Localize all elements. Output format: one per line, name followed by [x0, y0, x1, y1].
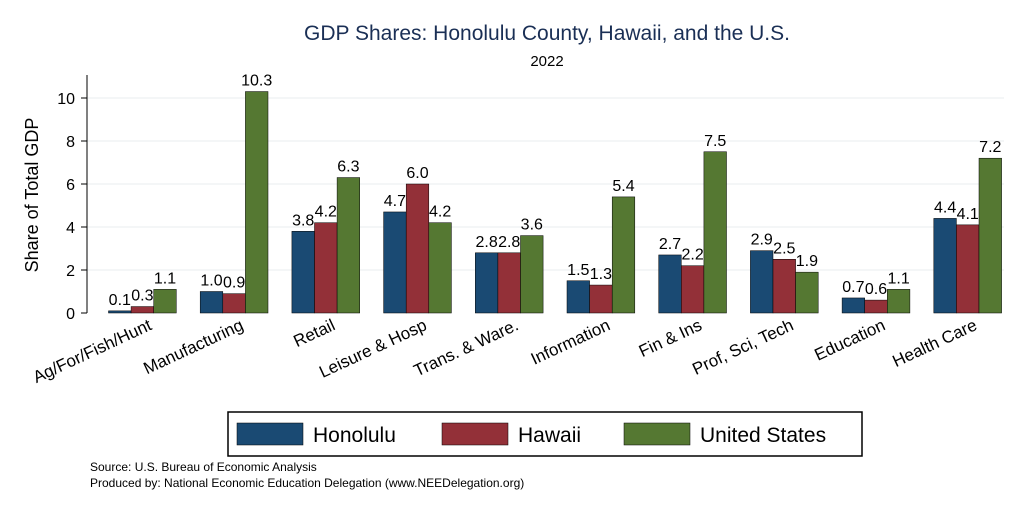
- y-tick-label: 8: [66, 134, 75, 151]
- source-note: Source: U.S. Bureau of Economic Analysis: [90, 460, 317, 474]
- bar-united-states-2: [336, 177, 360, 314]
- y-tick-label: 2: [66, 263, 75, 280]
- bar-hawaii-5: [589, 284, 613, 314]
- legend-label: Hawaii: [518, 424, 581, 447]
- bar-hawaii-2: [314, 222, 338, 314]
- bar-hawaii-1: [222, 293, 246, 314]
- data-label: 1.0: [200, 273, 222, 290]
- bar-honolulu-8: [841, 297, 865, 314]
- y-tick-label: 10: [57, 91, 75, 108]
- chart-subtitle: 2022: [530, 53, 563, 70]
- data-label: 4.1: [957, 206, 979, 223]
- data-label: 10.3: [241, 73, 272, 90]
- y-axis-label: Share of Total GDP: [22, 118, 42, 273]
- legend-swatch: [623, 422, 691, 446]
- y-tick-label: 6: [66, 177, 75, 194]
- bar-hawaii-4: [497, 252, 521, 314]
- bar-united-states-8: [887, 289, 911, 314]
- legend-box: [227, 411, 863, 457]
- data-label: 4.2: [429, 204, 451, 221]
- data-label: 1.1: [154, 270, 176, 287]
- legend-swatch: [236, 422, 304, 446]
- bar-honolulu-7: [750, 250, 774, 314]
- data-label: 2.5: [773, 240, 795, 257]
- bar-united-states-6: [703, 151, 727, 314]
- bar-honolulu-3: [383, 211, 407, 314]
- legend: Honolulu Hawaii United States: [227, 411, 863, 457]
- bar-united-states-4: [520, 235, 544, 314]
- data-label: 2.2: [681, 247, 703, 264]
- bar-honolulu-5: [566, 280, 590, 314]
- data-label: 7.2: [979, 139, 1001, 156]
- bar-honolulu-4: [475, 252, 499, 314]
- bar-hawaii-3: [405, 183, 430, 314]
- data-label: 2.7: [659, 236, 681, 253]
- bar-honolulu-9: [933, 218, 957, 314]
- produced-by-note: Produced by: National Economic Education…: [90, 476, 524, 490]
- bar-united-states-5: [611, 196, 636, 314]
- data-label: 1.5: [567, 262, 589, 279]
- data-label: 7.5: [704, 133, 726, 150]
- bar-united-states-7: [795, 271, 819, 314]
- data-label: 2.9: [751, 232, 773, 249]
- bar-united-states-1: [245, 91, 269, 314]
- data-label: 4.4: [934, 199, 956, 216]
- data-label: 5.4: [612, 178, 634, 195]
- data-label: 6.0: [406, 165, 428, 182]
- y-tick-label: 4: [66, 220, 75, 237]
- data-label: 3.8: [292, 212, 314, 229]
- bar-united-states-3: [428, 222, 452, 314]
- data-label: 3.6: [521, 217, 543, 234]
- data-label: 0.3: [131, 288, 153, 305]
- bars: 0.1 0.31.1 1.0 0.910.33.84.26.34.76.04.22.8…: [108, 73, 1002, 314]
- data-label: 4.2: [315, 204, 337, 221]
- data-label: 2.8: [475, 234, 497, 251]
- legend-label: United States: [700, 424, 826, 447]
- bar-united-states-9: [978, 157, 1002, 314]
- bar-hawaii-7: [772, 259, 796, 314]
- gridlines: [87, 97, 1004, 271]
- data-label: 4.7: [384, 193, 406, 210]
- data-label: 0.9: [223, 275, 245, 292]
- data-label: 0.6: [865, 281, 887, 298]
- bar-honolulu-6: [658, 254, 682, 314]
- data-label: 0.7: [842, 279, 864, 296]
- data-label: 2.8: [498, 234, 520, 251]
- bar-honolulu-0: [108, 310, 132, 314]
- bar-hawaii-8: [864, 299, 888, 314]
- data-label: 1.3: [590, 266, 612, 283]
- legend-label: Honolulu: [313, 424, 396, 447]
- y-tick-label: 0: [66, 306, 75, 323]
- bar-united-states-0: [153, 289, 177, 314]
- bar-honolulu-1: [199, 291, 224, 314]
- chart-title: GDP Shares: Honolulu County, Hawaii, and…: [304, 22, 790, 45]
- bar-honolulu-2: [291, 231, 315, 314]
- data-label: 1.1: [887, 270, 909, 287]
- bar-hawaii-9: [956, 224, 980, 314]
- data-label: 6.3: [337, 159, 359, 176]
- data-label: 0.1: [109, 292, 131, 309]
- bar-hawaii-0: [130, 306, 154, 314]
- bar-hawaii-6: [681, 265, 705, 314]
- data-label: 1.9: [796, 253, 818, 270]
- legend-swatch: [441, 422, 509, 446]
